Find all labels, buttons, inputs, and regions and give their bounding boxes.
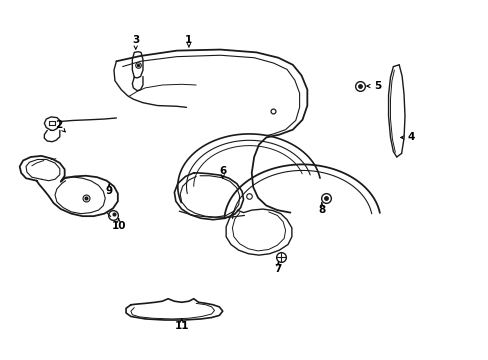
Text: 3: 3: [132, 35, 139, 45]
Text: 8: 8: [318, 205, 325, 215]
Text: 9: 9: [105, 186, 112, 196]
Text: 5: 5: [373, 81, 380, 91]
Text: 11: 11: [174, 321, 188, 331]
Text: 4: 4: [407, 132, 414, 143]
Text: 1: 1: [185, 35, 192, 45]
Text: 6: 6: [219, 166, 226, 176]
Text: 10: 10: [111, 221, 126, 231]
Text: 7: 7: [274, 264, 282, 274]
Text: 2: 2: [55, 120, 62, 130]
